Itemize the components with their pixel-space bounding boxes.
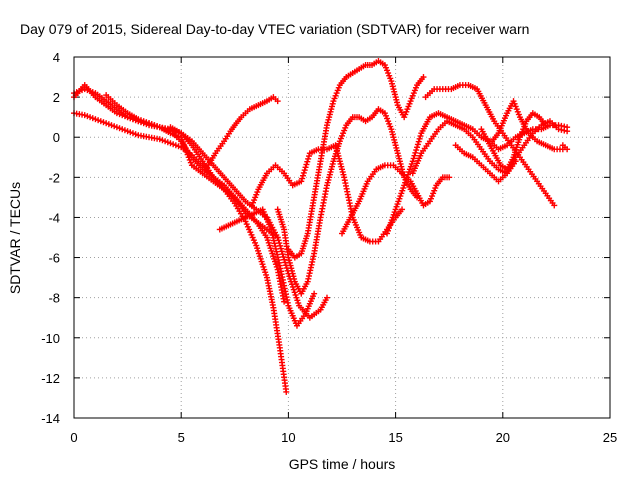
data-points [71, 58, 571, 395]
x-tick-label: 5 [178, 430, 185, 445]
data-point [416, 135, 423, 142]
data-point [399, 206, 406, 213]
data-point [303, 161, 310, 168]
data-point [564, 146, 571, 153]
y-tick-label: -8 [48, 291, 60, 306]
x-axis-label: GPS time / hours [289, 456, 396, 472]
x-tick-label: 10 [281, 430, 295, 445]
y-tick-label: 4 [53, 50, 60, 65]
data-point [412, 149, 419, 156]
data-point [279, 251, 286, 258]
data-point [298, 178, 305, 185]
data-point [300, 169, 307, 176]
y-tick-label: 2 [53, 90, 60, 105]
data-point [409, 158, 416, 165]
data-point [302, 164, 309, 171]
data-point [238, 202, 245, 209]
x-tick-label: 25 [603, 430, 617, 445]
data-point [277, 245, 284, 252]
plot-frame [73, 56, 611, 419]
data-point [415, 138, 422, 145]
data-point [420, 74, 427, 81]
data-point [311, 290, 318, 297]
data-point [414, 144, 421, 151]
data-point [564, 128, 571, 135]
x-tick-label: 20 [496, 430, 510, 445]
data-point [305, 153, 312, 160]
y-tick-label: -10 [41, 331, 60, 346]
y-tick-label: -4 [48, 210, 60, 225]
data-point [323, 294, 330, 301]
data-point [551, 202, 558, 209]
y-axis-label: SDTVAR / TECUs [7, 182, 23, 294]
y-tick-label: -2 [48, 170, 60, 185]
data-point [413, 147, 420, 154]
data-point [446, 174, 453, 181]
data-point [299, 175, 306, 182]
data-point [410, 155, 417, 162]
data-point [414, 141, 421, 148]
data-point [283, 388, 290, 395]
data-point [299, 172, 306, 179]
x-tick-label: 15 [388, 430, 402, 445]
grid-lines [73, 56, 611, 419]
data-point [301, 167, 308, 174]
data-point [278, 248, 285, 255]
data-point [305, 155, 312, 162]
y-tick-label: -14 [41, 411, 60, 426]
data-point [274, 98, 281, 105]
data-point [411, 152, 418, 159]
y-tick-label: 0 [53, 130, 60, 145]
y-tick-label: -6 [48, 251, 60, 266]
y-tick-label: -12 [41, 371, 60, 386]
chart-title: Day 079 of 2015, Sidereal Day-to-day VTE… [20, 21, 529, 37]
data-point [542, 122, 549, 129]
data-point [304, 158, 311, 165]
data-point [281, 298, 288, 305]
x-tick-label: 0 [70, 430, 77, 445]
data-point [417, 133, 424, 140]
